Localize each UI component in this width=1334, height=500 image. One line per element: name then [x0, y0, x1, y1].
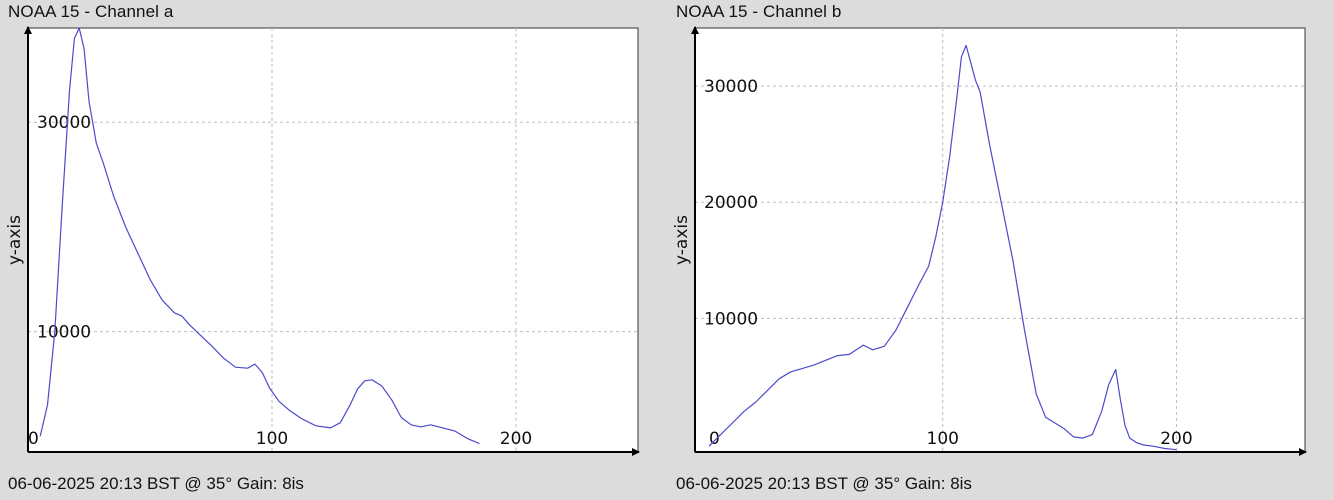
x-tick-label: 100	[927, 429, 959, 449]
plot-area-a	[27, 27, 639, 453]
chart-a-title: NOAA 15 - Channel a	[8, 2, 174, 21]
y-axis-label: y-axis	[672, 215, 692, 265]
plot-area-b	[694, 27, 1306, 453]
x-axis-arrow-icon	[632, 448, 640, 456]
y-tick-label: 10000	[704, 309, 758, 329]
y-tick-label: 20000	[704, 193, 758, 213]
series-line-a	[39, 27, 480, 445]
y-tick-label: 30000	[37, 113, 91, 133]
x-tick-label: 200	[1160, 429, 1192, 449]
chart-a: 0 100 200 10000 30000 y-axis	[5, 26, 640, 456]
chart-b-footer: 06-06-2025 20:13 BST @ 35° Gain: 8is	[676, 474, 972, 493]
x-tick-label: 200	[500, 429, 532, 449]
chart-b-title: NOAA 15 - Channel b	[676, 2, 842, 21]
x-tick-label: 0	[28, 429, 39, 449]
x-tick-label: 0	[709, 429, 720, 449]
y-axis-arrow-icon	[24, 26, 32, 34]
y-tick-label: 30000	[704, 77, 758, 97]
chart-a-footer: 06-06-2025 20:13 BST @ 35° Gain: 8is	[8, 474, 304, 493]
chart-b: 0 100 200 10000 20000 30000 y-axis	[672, 26, 1307, 456]
x-tick-label: 100	[256, 429, 288, 449]
y-axis-label: y-axis	[5, 215, 25, 265]
x-axis-arrow-icon	[1299, 448, 1307, 456]
y-axis-arrow-icon	[691, 26, 699, 34]
series-line-b	[708, 44, 1177, 451]
y-tick-label: 10000	[37, 323, 91, 343]
